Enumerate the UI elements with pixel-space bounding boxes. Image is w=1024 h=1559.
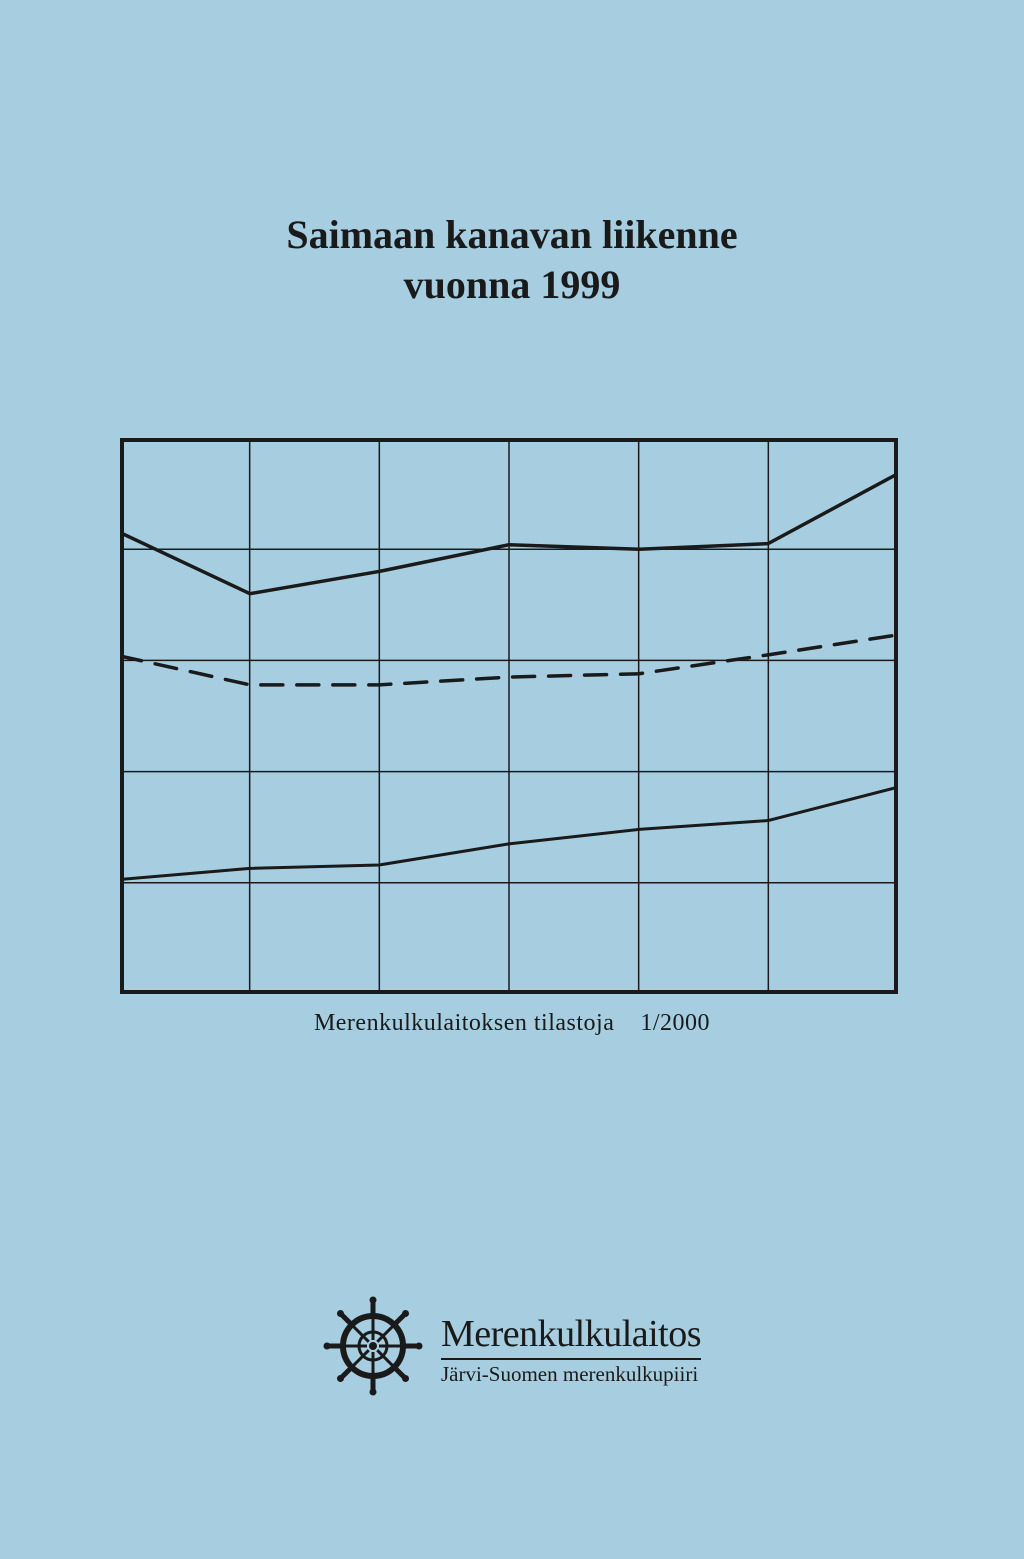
publisher-sub: Järvi-Suomen merenkulkupiiri	[441, 1360, 701, 1387]
caption: Merenkulkulaitoksen tilastoja 1/2000	[0, 1010, 1024, 1037]
publisher-block: Merenkulkulaitos Järvi-Suomen merenkulku…	[0, 1296, 1024, 1396]
publisher-text: Merenkulkulaitos Järvi-Suomen merenkulku…	[441, 1296, 701, 1387]
title-block: Saimaan kanavan liikenne vuonna 1999	[0, 210, 1024, 310]
wheel-svg	[323, 1296, 423, 1396]
caption-code: 1/2000	[640, 1010, 710, 1036]
title-line-1: Saimaan kanavan liikenne	[0, 210, 1024, 260]
caption-text: Merenkulkulaitoksen tilastoja	[314, 1010, 614, 1036]
title-line-2: vuonna 1999	[0, 260, 1024, 310]
line-chart	[120, 438, 898, 994]
ships-wheel-icon	[323, 1296, 423, 1396]
chart-svg	[120, 438, 898, 994]
publisher-name: Merenkulkulaitos	[441, 1312, 701, 1360]
